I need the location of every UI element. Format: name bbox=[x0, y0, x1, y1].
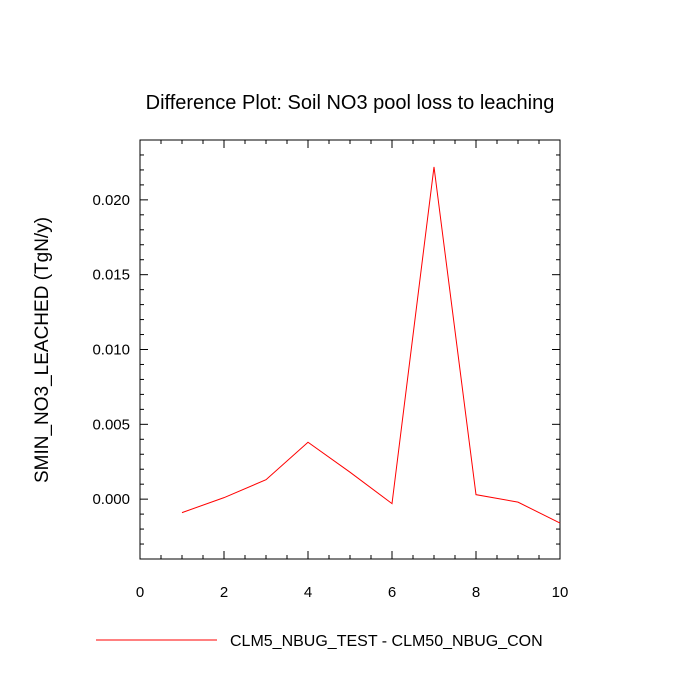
x-tick-label: 6 bbox=[388, 584, 396, 601]
y-tick-label: 0.015 bbox=[92, 267, 130, 284]
y-tick-label: 0.020 bbox=[92, 192, 130, 209]
y-tick-label: 0.005 bbox=[92, 416, 130, 433]
axis-tick-labels: 0 2 4 6 8 10 0.000 0.005 0.010 0.015 0.020 bbox=[92, 192, 568, 601]
series-line bbox=[181, 166, 561, 524]
y-tick-label: 0.010 bbox=[92, 342, 130, 359]
x-tick-label: 0 bbox=[136, 584, 144, 601]
legend: CLM5_NBUG_TEST - CLM50_NBUG_CON bbox=[96, 633, 543, 650]
y-tick-label: 0.000 bbox=[92, 491, 130, 508]
plot-frame bbox=[139, 139, 561, 560]
legend-label: CLM5_NBUG_TEST - CLM50_NBUG_CON bbox=[230, 633, 543, 650]
y-axis-label: SMIN_NO3_LEACHED (TgN/y) bbox=[32, 217, 53, 483]
series-layer bbox=[181, 166, 561, 524]
axis-ticks bbox=[139, 139, 561, 560]
x-tick-label: 8 bbox=[472, 584, 480, 601]
x-tick-label: 4 bbox=[304, 584, 312, 601]
x-tick-label: 2 bbox=[220, 584, 228, 601]
chart-title: Difference Plot: Soil NO3 pool loss to l… bbox=[146, 92, 555, 114]
x-tick-label: 10 bbox=[552, 584, 569, 601]
